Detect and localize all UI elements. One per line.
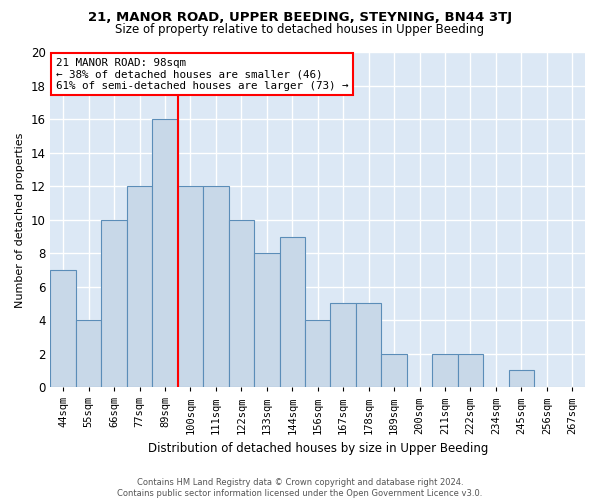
Text: 21, MANOR ROAD, UPPER BEEDING, STEYNING, BN44 3TJ: 21, MANOR ROAD, UPPER BEEDING, STEYNING,… — [88, 11, 512, 24]
X-axis label: Distribution of detached houses by size in Upper Beeding: Distribution of detached houses by size … — [148, 442, 488, 455]
Bar — [509, 370, 534, 387]
Bar — [50, 270, 76, 387]
Bar — [229, 220, 254, 387]
Bar — [76, 320, 101, 387]
Bar — [280, 236, 305, 387]
Y-axis label: Number of detached properties: Number of detached properties — [15, 132, 25, 308]
Bar — [254, 254, 280, 387]
Bar — [127, 186, 152, 387]
Bar — [356, 304, 382, 387]
Bar — [432, 354, 458, 387]
Bar — [178, 186, 203, 387]
Bar — [101, 220, 127, 387]
Bar — [458, 354, 483, 387]
Bar — [382, 354, 407, 387]
Bar — [331, 304, 356, 387]
Text: Size of property relative to detached houses in Upper Beeding: Size of property relative to detached ho… — [115, 22, 485, 36]
Bar — [152, 120, 178, 387]
Text: 21 MANOR ROAD: 98sqm
← 38% of detached houses are smaller (46)
61% of semi-detac: 21 MANOR ROAD: 98sqm ← 38% of detached h… — [56, 58, 348, 90]
Bar — [305, 320, 331, 387]
Bar — [203, 186, 229, 387]
Text: Contains HM Land Registry data © Crown copyright and database right 2024.
Contai: Contains HM Land Registry data © Crown c… — [118, 478, 482, 498]
